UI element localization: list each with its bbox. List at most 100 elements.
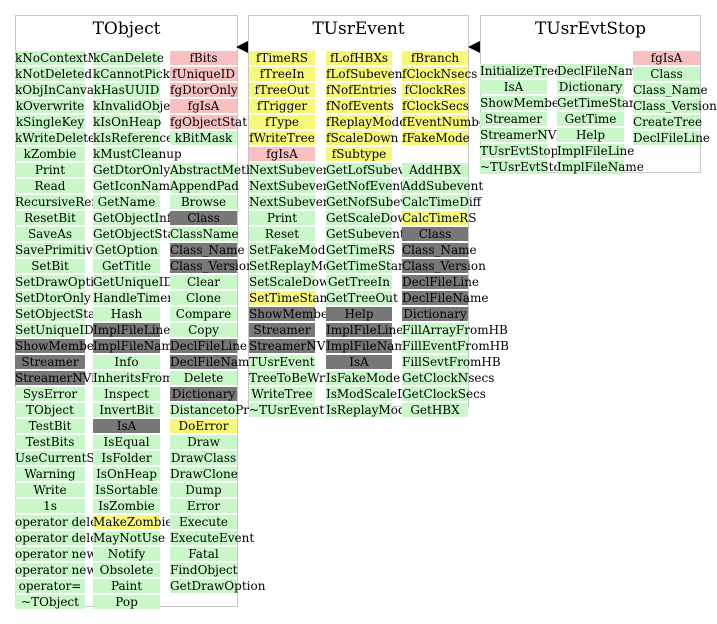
class-member[interactable]: DrawClass xyxy=(170,451,237,465)
class-member[interactable]: GetTitle xyxy=(93,259,160,273)
class-member[interactable]: Pop xyxy=(93,595,160,609)
class-member[interactable]: SetScaleDown xyxy=(249,275,338,289)
class-member[interactable]: fNofEvents xyxy=(326,99,394,113)
class-member[interactable]: 1s xyxy=(15,499,85,513)
class-member[interactable]: kZombie xyxy=(15,147,85,161)
class-member[interactable]: Dictionary xyxy=(170,387,237,401)
class-member[interactable]: TUsrEvtStop xyxy=(480,144,559,158)
class-member[interactable]: GetUniqueID xyxy=(93,275,174,289)
class-member[interactable]: fReplayMode xyxy=(326,115,407,129)
class-member[interactable]: TObject xyxy=(15,403,85,417)
class-member[interactable]: GetTimeStamp xyxy=(557,96,649,110)
class-member[interactable]: IsReplayMode xyxy=(326,403,413,417)
class-member[interactable]: Help xyxy=(557,128,624,142)
class-member[interactable]: GetHBX xyxy=(402,403,468,417)
class-member[interactable]: GetScaleDown xyxy=(326,211,416,225)
class-member[interactable]: IsEqual xyxy=(93,435,160,449)
class-member[interactable]: kHasUUID xyxy=(93,83,160,97)
class-member[interactable]: Class xyxy=(402,227,468,241)
class-member[interactable]: fTrigger xyxy=(249,99,315,113)
class-member[interactable]: SetObjectStat xyxy=(15,307,101,321)
class-member[interactable]: fClockNsecs xyxy=(402,67,478,81)
class-member[interactable]: GetTimeStamp xyxy=(326,259,418,273)
class-member[interactable]: SetUniqueID xyxy=(15,323,94,337)
class-member[interactable]: IsA xyxy=(93,419,160,433)
class-member[interactable]: Help xyxy=(326,307,392,321)
class-member[interactable]: NextSubevent xyxy=(249,163,336,177)
class-member[interactable]: operator new xyxy=(15,547,97,561)
class-member[interactable]: fgIsA xyxy=(249,147,315,161)
class-member[interactable]: fNofEntries xyxy=(326,83,397,97)
class-member[interactable]: CreateTree xyxy=(633,115,703,129)
class-member[interactable]: UseCurrentStyle xyxy=(15,451,118,465)
class-member[interactable]: SaveAs xyxy=(15,227,85,241)
class-member[interactable]: Delete xyxy=(170,371,237,385)
class-member[interactable]: ~TObject xyxy=(15,595,85,609)
class-member[interactable]: IsZombie xyxy=(93,499,160,513)
class-member[interactable]: StreamerNVirtual xyxy=(480,128,590,142)
class-member[interactable]: CalcTimeRS xyxy=(402,211,477,225)
class-member[interactable]: SysError xyxy=(15,387,85,401)
class-member[interactable]: fType xyxy=(249,115,315,129)
class-member[interactable]: AddSubevent xyxy=(402,179,484,193)
class-member[interactable]: TreeToBeWritten xyxy=(249,371,354,385)
class-member[interactable]: Class xyxy=(170,211,237,225)
class-member[interactable]: Streamer xyxy=(249,323,315,337)
class-member[interactable]: IsOnHeap xyxy=(93,467,160,481)
class-member[interactable]: kBitMask xyxy=(170,131,237,145)
class-member[interactable]: DeclFileName xyxy=(402,291,489,305)
class-member[interactable]: TUsrEvent xyxy=(249,355,315,369)
class-member[interactable]: kMustCleanup xyxy=(93,147,182,161)
class-member[interactable]: fgDtorOnly xyxy=(170,83,238,97)
class-member[interactable]: Clear xyxy=(170,275,237,289)
class-member[interactable]: Warning xyxy=(15,467,85,481)
class-member[interactable]: Class_Version xyxy=(402,259,486,273)
class-member[interactable]: fTreeOut xyxy=(249,83,315,97)
class-member[interactable]: operator delete[] xyxy=(15,531,119,545)
class-member[interactable]: fLofSubevents xyxy=(326,67,414,81)
class-member[interactable]: kIsReferenced xyxy=(93,131,181,145)
class-member[interactable]: ImplFileLine xyxy=(557,144,635,158)
class-member[interactable]: IsSortable xyxy=(93,483,160,497)
class-member[interactable]: DoError xyxy=(170,419,237,433)
class-member[interactable]: kCannotPick xyxy=(93,67,171,81)
class-member[interactable]: IsA xyxy=(480,80,547,94)
class-member[interactable]: GetOption xyxy=(93,243,160,257)
class-member[interactable]: NextSubeventHeader xyxy=(249,195,381,209)
class-member[interactable]: Read xyxy=(15,179,85,193)
class-member[interactable]: fgIsA xyxy=(633,51,700,65)
class-member[interactable]: kSingleKey xyxy=(15,115,85,129)
class-member[interactable]: StreamerNVirtual xyxy=(249,339,359,353)
class-member[interactable]: Execute xyxy=(170,515,237,529)
class-member[interactable]: FillSevtFromHB xyxy=(402,355,501,369)
class-member[interactable]: FindObject xyxy=(170,563,238,577)
class-member[interactable]: Dump xyxy=(170,483,237,497)
class-member[interactable]: fUniqueID xyxy=(170,67,237,81)
class-member[interactable]: ImplFileName xyxy=(93,339,180,353)
class-member[interactable]: Dictionary xyxy=(557,80,624,94)
class-member[interactable]: kNoContextMenu xyxy=(15,51,123,65)
class-member[interactable]: Write xyxy=(15,483,85,497)
class-member[interactable]: SavePrimitive xyxy=(15,243,100,257)
class-member[interactable]: GetLofSubevents xyxy=(326,163,431,177)
class-member[interactable]: IsFakeMode xyxy=(326,371,401,385)
class-member[interactable]: SetDtorOnly xyxy=(15,291,91,305)
class-member[interactable]: AddHBX xyxy=(402,163,468,177)
class-member[interactable]: ImplFileName xyxy=(557,160,644,174)
class-member[interactable]: Info xyxy=(93,355,160,369)
class-member[interactable]: ResetBit xyxy=(15,211,85,225)
class-member[interactable]: fClockSecs xyxy=(402,99,469,113)
class-member[interactable]: DeclFileLine xyxy=(402,275,480,289)
class-member[interactable]: Class_Name xyxy=(402,243,477,257)
class-member[interactable]: GetTreeIn xyxy=(326,275,392,289)
class-member[interactable]: Class_Version xyxy=(170,259,254,273)
class-member[interactable]: fSubtype xyxy=(326,147,392,161)
class-member[interactable]: RecursiveRemove xyxy=(15,195,124,209)
class-member[interactable]: Class_Version xyxy=(633,99,717,113)
class-member[interactable]: fBits xyxy=(170,51,237,65)
class-member[interactable]: Streamer xyxy=(480,112,547,126)
class-member[interactable]: fEventNumber xyxy=(402,115,492,129)
class-member[interactable]: AppendPad xyxy=(170,179,239,193)
class-member[interactable]: Class xyxy=(633,67,700,81)
class-member[interactable]: ShowMembers xyxy=(249,307,340,321)
